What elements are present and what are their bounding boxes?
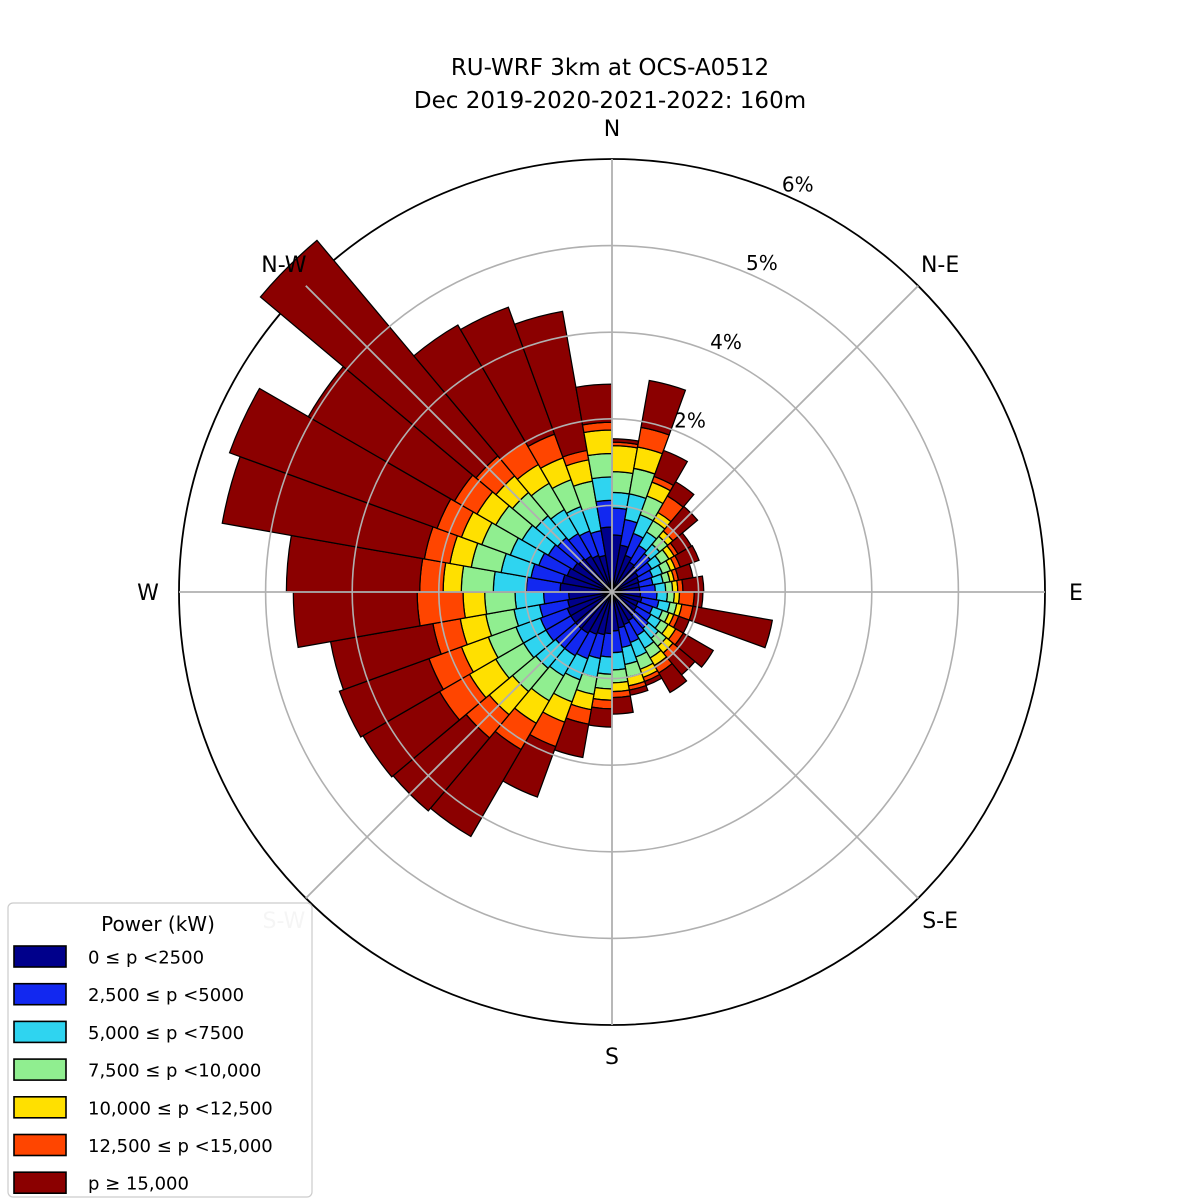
petal-segment (611, 650, 627, 671)
legend-item: 12,500 ≤ p <15,000 (13, 1133, 273, 1157)
legend-item-label: p ≥ 15,000 (88, 1174, 189, 1195)
legend-item: 5,000 ≤ p <7500 (13, 1020, 244, 1044)
radial-tick-label: 5% (746, 251, 778, 275)
petal-segment (583, 429, 613, 457)
legend-swatch (13, 1020, 67, 1044)
legend-item-label: 10,000 ≤ p <12,500 (88, 1098, 273, 1119)
chart-title-line1: RU-WRF 3km at OCS-A0512 (451, 55, 769, 81)
petal-segment (462, 591, 488, 619)
legend-item-label: 7,500 ≤ p <10,000 (88, 1061, 261, 1082)
compass-label-ne: N-E (921, 253, 959, 278)
legend-swatch (13, 1133, 67, 1157)
radial-tick-label: 4% (710, 330, 742, 354)
legend-item-label: 2,500 ≤ p <5000 (88, 985, 244, 1006)
grid-spoke (611, 591, 919, 899)
legend-swatch (13, 1171, 67, 1194)
legend-swatch (13, 1058, 67, 1081)
compass-label-se: S-E (922, 909, 958, 934)
legend-item-label: 12,500 ≤ p <15,000 (88, 1136, 273, 1157)
petal-segment (591, 476, 613, 503)
petal-segment (688, 605, 774, 649)
compass-label-e: E (1069, 581, 1083, 606)
grid-spoke (305, 591, 613, 899)
legend-item: 7,500 ≤ p <10,000 (13, 1058, 261, 1082)
petal-segment (338, 657, 445, 738)
legend-item-label: 0 ≤ p <2500 (88, 948, 204, 969)
legend-swatch (13, 982, 67, 1006)
legend-items: 0 ≤ p <2500 2,500 ≤ p <5000 5,000 ≤ p <750… (13, 945, 273, 1195)
petal-segment (657, 662, 688, 694)
petal-segment (611, 668, 629, 684)
legend-item: 10,000 ≤ p <12,500 (13, 1096, 273, 1119)
legend-box (7, 902, 313, 1198)
petal-segment (666, 480, 695, 508)
petal-segment (442, 561, 465, 593)
petal-segment (459, 306, 556, 448)
petal-segment (674, 632, 715, 669)
petal-segment (653, 449, 689, 487)
radial-tick-labels: 1%2%4%5%6% (638, 172, 813, 511)
compass-label-s: S (605, 1045, 619, 1070)
legend: Power (kW) 0 ≤ p <2500 2,500 ≤ p <5000 5,0… (7, 902, 313, 1198)
grid-spoke (611, 285, 919, 593)
legend-swatch (13, 1096, 67, 1119)
petal-segment (587, 706, 613, 728)
grid-spokes (179, 159, 1045, 1025)
petal-segment (640, 379, 687, 436)
legend-item-label: 5,000 ≤ p <7500 (88, 1023, 244, 1044)
compass-label-n: N (604, 117, 620, 142)
compass-label-nw: N-W (261, 253, 307, 278)
legend-item: 2,500 ≤ p <5000 (13, 982, 244, 1006)
grid-spoke (305, 285, 613, 593)
petal-segment (611, 695, 634, 715)
petal-segment (653, 581, 667, 593)
compass-label-w: W (137, 581, 159, 606)
petal-segment (592, 686, 613, 701)
legend-item: p ≥ 15,000 (13, 1171, 189, 1195)
chart-title-line2: Dec 2019-2020-2021-2022: 160m (414, 88, 806, 114)
legend-swatch (13, 945, 67, 968)
legend-item: 0 ≤ p <2500 (13, 945, 204, 969)
petal-segment (228, 387, 452, 530)
petal-segment (587, 452, 613, 480)
petal-segment (513, 310, 588, 458)
radial-tick-label: 2% (674, 409, 706, 433)
radial-tick-label: 6% (782, 172, 814, 196)
legend-title: Power (kW) (101, 912, 215, 936)
